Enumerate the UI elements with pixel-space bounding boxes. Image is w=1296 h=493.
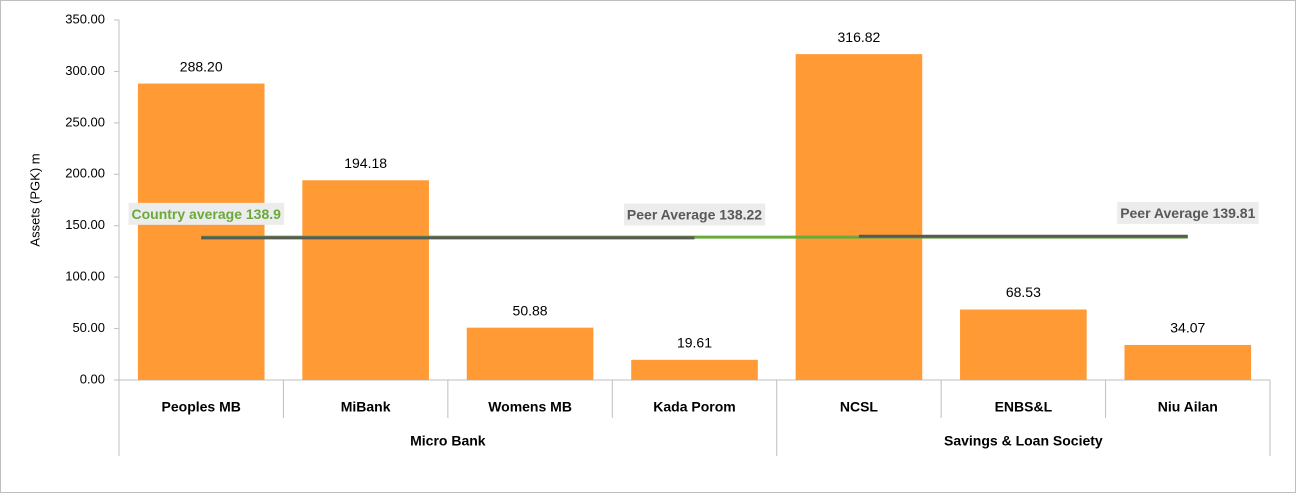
x-tick-label: MiBank xyxy=(341,399,391,415)
data-label: 50.88 xyxy=(513,302,548,318)
y-tick-label: 0.00 xyxy=(80,371,105,386)
bar xyxy=(960,309,1087,380)
reference-label: Peer Average 138.22 xyxy=(627,207,762,223)
y-tick-label: 100.00 xyxy=(65,269,105,284)
x-tick-label: Peoples MB xyxy=(162,399,241,415)
y-tick-label: 350.00 xyxy=(65,11,105,26)
y-axis-label: Assets (PGK) m xyxy=(27,153,42,246)
x-tick-label: Niu Ailan xyxy=(1158,399,1218,415)
reference-label-bg xyxy=(1117,201,1259,224)
data-label: 316.82 xyxy=(838,29,881,45)
bar xyxy=(1124,344,1252,380)
group-label: Savings & Loan Society xyxy=(944,433,1103,449)
reference-label: Peer Average 139.81 xyxy=(1120,205,1255,221)
x-tick-label: Womens MB xyxy=(488,399,572,415)
group-label: Micro Bank xyxy=(410,433,486,449)
y-tick-label: 50.00 xyxy=(72,320,105,335)
data-label: 19.61 xyxy=(677,335,712,351)
bar xyxy=(302,180,429,380)
y-tick-label: 250.00 xyxy=(65,114,105,129)
bar xyxy=(631,359,758,380)
data-label: 288.20 xyxy=(180,58,223,74)
data-label: 194.18 xyxy=(344,155,387,171)
reference-label-bg xyxy=(623,203,766,226)
y-tick-label: 150.00 xyxy=(65,217,105,232)
bar xyxy=(795,54,923,381)
bar xyxy=(466,327,594,380)
x-tick-label: NCSL xyxy=(840,399,879,415)
reference-label-bg xyxy=(128,202,285,225)
reference-label: Country average 138.9 xyxy=(132,206,282,222)
x-tick-label: Kada Porom xyxy=(653,399,735,415)
data-label: 68.53 xyxy=(1006,284,1041,300)
bar xyxy=(137,83,265,381)
y-tick-label: 300.00 xyxy=(65,63,105,78)
data-label: 34.07 xyxy=(1170,320,1205,336)
x-tick-label: ENBS&L xyxy=(995,399,1053,415)
y-tick-label: 200.00 xyxy=(65,166,105,181)
